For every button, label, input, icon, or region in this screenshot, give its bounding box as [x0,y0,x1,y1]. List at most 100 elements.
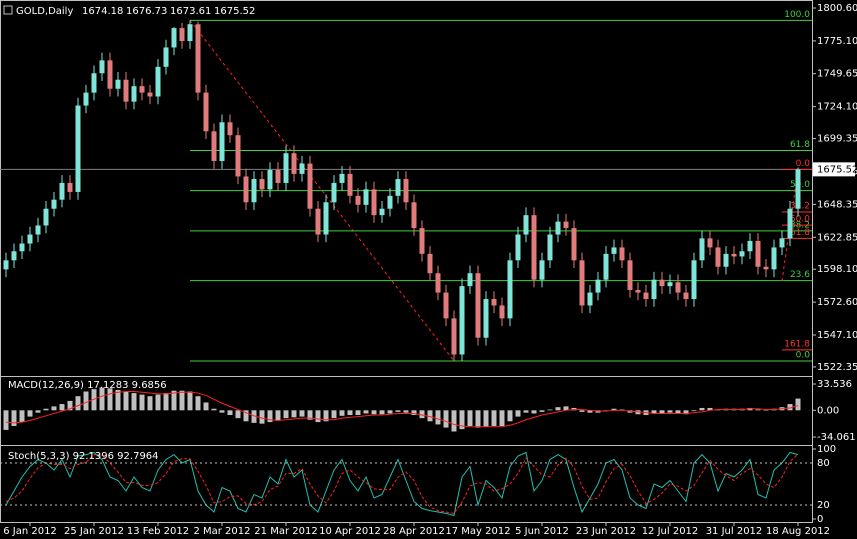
macd-bar [211,408,217,411]
candle-body [563,221,569,229]
stoch-d [5,453,799,514]
candle-body [787,208,793,239]
x-tick-label: 5 Jun 2012 [515,526,569,537]
frame [0,0,813,523]
macd-bar [547,409,553,411]
candle-body [163,47,169,67]
candle-body [427,253,433,274]
macd-bar [603,410,609,411]
ohlc-open: 1674.18 [82,6,123,17]
x-tick-label: 23 Jun 2012 [576,526,636,537]
candle-body [715,247,721,267]
macd-bar [283,410,289,419]
y-tick-label: 1699.35 [817,134,857,145]
macd-bar [683,410,689,415]
macd-bar [395,410,401,412]
candle-body [659,279,665,287]
candle-body [355,195,361,205]
macd-bar [675,410,681,414]
stoch-k [5,451,799,517]
macd-bar [419,410,425,419]
macd-bar [427,410,433,422]
candle-body [739,251,745,257]
macd-bar [139,394,145,411]
candle-body [259,179,265,190]
candle-body [691,260,697,300]
candle-body [395,179,401,196]
macd-bar [115,389,121,411]
macd-bar [451,410,457,432]
macd-bar [531,410,537,414]
candle-body [155,66,161,97]
candle-body [203,92,209,132]
candle-body [419,228,425,254]
candle-body [531,215,537,280]
candle-body [435,273,441,293]
candle-body [699,238,705,261]
candle-body [99,60,105,74]
y-tick-label: 20 [817,500,830,511]
macd-bar [59,404,65,411]
candle-body [467,273,473,287]
x-tick-label: 6 Jan 2012 [3,526,57,537]
candle-body [315,208,321,235]
y-tick-label: 0 [817,514,823,525]
macd-bar [35,410,41,413]
candle-body [411,202,417,229]
macd-bar [579,410,585,412]
symbol-icon [3,5,13,15]
candle-body [771,247,777,270]
macd-bar [307,410,313,420]
candle-body [451,318,457,355]
macd-bar [3,410,9,430]
macd-bar [763,410,769,411]
candle-body [363,189,369,205]
candle-body [619,247,625,261]
macd-bar [611,408,617,411]
macd-bar [11,410,17,426]
macd-bar [667,410,673,413]
candle-body [251,179,257,203]
macd-bar [563,406,569,411]
candle-body [667,282,673,287]
macd-bar [435,410,441,425]
candle-body [43,208,49,226]
candle-body [115,79,121,89]
macd-bar [507,410,513,422]
candle-body [595,279,601,293]
candle-body [555,221,561,235]
fib-level-label: 61.8 [790,228,810,238]
x-tick-label: 17 May 2012 [445,526,510,537]
fib-level-label: 0.0 [796,350,811,360]
macd-bar [123,391,129,411]
candle-body [131,86,137,102]
macd-bar [499,410,505,426]
candle-body [275,170,281,183]
candle-body [67,182,73,192]
x-tick-label: 12 Jul 2012 [642,526,699,537]
candle-body [83,92,89,106]
candle-body [299,163,305,174]
candle-body [331,182,337,203]
ohlc-high: 1676.73 [126,6,167,17]
fib-level-label: 100.0 [784,10,810,20]
macd-bar [403,410,409,413]
candle-body [651,279,657,300]
candle-body [627,260,633,290]
candle-body [763,266,769,270]
candle-body [779,238,785,248]
macd-bar [523,410,529,413]
candle-body [683,292,689,300]
candle-body [491,299,497,306]
y-tick-label: 80 [817,458,830,469]
candle-body [587,292,593,306]
candle-body [635,289,641,293]
macd-bar [235,410,241,419]
macd-bar [299,410,305,417]
macd-bar [491,410,497,426]
x-tick-label: 2 Mar 2012 [193,526,250,537]
candle-body [307,163,313,209]
y-tick-label: 1622.85 [817,232,857,243]
y-tick-label: 33.536 [817,379,852,390]
